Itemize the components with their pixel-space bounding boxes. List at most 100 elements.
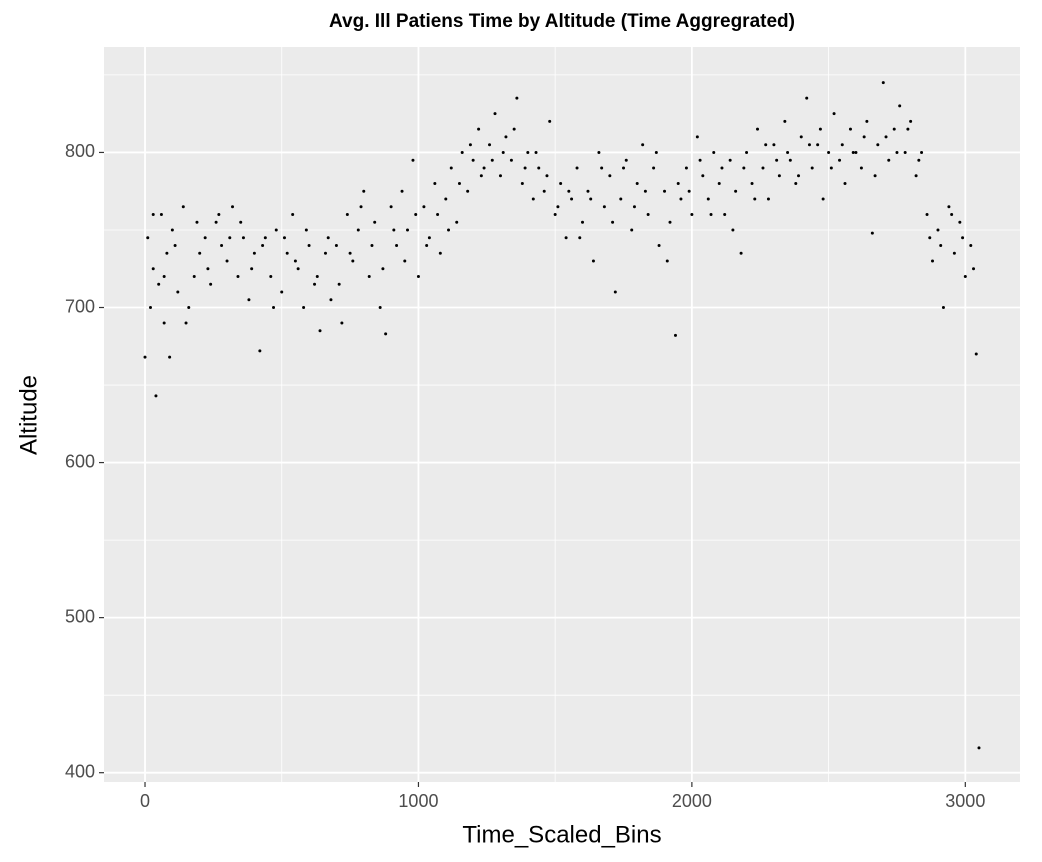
point (206, 267, 210, 271)
point (873, 174, 877, 178)
point (909, 119, 913, 123)
point (914, 174, 918, 178)
point (520, 181, 524, 185)
point (818, 127, 822, 131)
point (665, 259, 669, 263)
point (293, 259, 297, 263)
point (898, 104, 902, 108)
y-tick-label: 600 (65, 451, 95, 471)
point (302, 306, 306, 310)
point (280, 290, 284, 294)
point (329, 298, 333, 302)
point (859, 166, 863, 170)
point (239, 220, 243, 224)
point (646, 212, 650, 216)
point (449, 166, 453, 170)
point (575, 166, 579, 170)
point (422, 205, 426, 209)
point (950, 212, 954, 216)
point (578, 236, 582, 240)
point (679, 197, 683, 201)
point (198, 251, 202, 255)
point (947, 205, 951, 209)
point (468, 143, 472, 147)
point (389, 205, 393, 209)
point (176, 290, 180, 294)
point (920, 150, 924, 154)
point (663, 189, 667, 193)
point (952, 251, 956, 255)
point (712, 150, 716, 154)
point (657, 243, 661, 247)
point (490, 158, 494, 162)
point (479, 174, 483, 178)
point (701, 174, 705, 178)
point (622, 166, 626, 170)
point (261, 243, 265, 247)
point (963, 274, 967, 278)
point (534, 150, 538, 154)
plot-background (104, 47, 1020, 782)
x-axis-title: Time_Scaled_Bins (462, 821, 661, 848)
point (589, 197, 593, 201)
point (274, 228, 278, 232)
point (848, 127, 852, 131)
point (742, 166, 746, 170)
point (687, 189, 691, 193)
point (252, 251, 256, 255)
point (570, 197, 574, 201)
point (608, 174, 612, 178)
point (143, 355, 147, 359)
point (974, 352, 978, 356)
point (151, 267, 155, 271)
point (184, 321, 188, 325)
point (821, 197, 825, 201)
x-tick-label: 3000 (945, 791, 985, 811)
point (777, 174, 781, 178)
y-tick-label: 400 (65, 761, 95, 781)
point (553, 212, 557, 216)
point (698, 158, 702, 162)
point (151, 212, 155, 216)
point (862, 135, 866, 139)
point (162, 321, 166, 325)
point (236, 274, 240, 278)
point (340, 321, 344, 325)
point (466, 189, 470, 193)
point (523, 166, 527, 170)
point (807, 143, 811, 147)
point (881, 81, 885, 85)
point (720, 166, 724, 170)
x-tick-label: 2000 (672, 791, 712, 811)
point (537, 166, 541, 170)
point (367, 274, 371, 278)
point (766, 197, 770, 201)
point (764, 143, 768, 147)
point (378, 306, 382, 310)
point (477, 127, 481, 131)
point (706, 197, 710, 201)
point (258, 349, 262, 353)
point (359, 205, 363, 209)
point (168, 355, 172, 359)
point (436, 212, 440, 216)
point (753, 197, 757, 201)
point (731, 228, 735, 232)
y-tick-label: 500 (65, 606, 95, 626)
point (425, 243, 429, 247)
point (411, 158, 415, 162)
point (936, 228, 940, 232)
point (315, 274, 319, 278)
point (559, 181, 563, 185)
point (643, 189, 647, 193)
point (632, 205, 636, 209)
point (832, 112, 836, 116)
point (723, 212, 727, 216)
point (556, 205, 560, 209)
point (854, 150, 858, 154)
point (545, 174, 549, 178)
point (307, 243, 311, 247)
point (600, 166, 604, 170)
x-tick-label: 1000 (398, 791, 438, 811)
